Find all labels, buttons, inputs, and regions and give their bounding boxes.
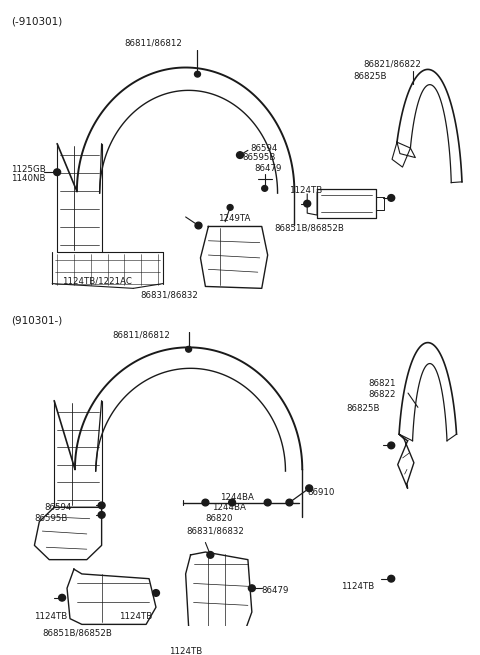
- Text: 86594: 86594: [44, 502, 72, 512]
- Text: 1124TB: 1124TB: [120, 612, 153, 621]
- Text: 86825B: 86825B: [347, 405, 380, 413]
- Text: 1124TB/1221AC: 1124TB/1221AC: [62, 277, 132, 286]
- Circle shape: [54, 169, 60, 176]
- Circle shape: [207, 552, 214, 558]
- Circle shape: [202, 499, 209, 506]
- Circle shape: [264, 499, 271, 506]
- Circle shape: [195, 222, 202, 229]
- Text: 86910: 86910: [307, 488, 335, 497]
- Circle shape: [237, 152, 243, 159]
- Text: 1124TB: 1124TB: [341, 582, 374, 591]
- Text: 86821/86822: 86821/86822: [363, 60, 421, 69]
- Text: 86831/86832: 86831/86832: [186, 527, 244, 535]
- Text: 86822: 86822: [369, 390, 396, 399]
- Text: 1244BA: 1244BA: [212, 502, 246, 512]
- Text: 86831/86832: 86831/86832: [140, 290, 198, 299]
- Text: (910301-): (910301-): [11, 315, 62, 325]
- Circle shape: [59, 594, 66, 601]
- Text: (-910301): (-910301): [11, 16, 62, 26]
- Text: 86851B/86852B: 86851B/86852B: [275, 223, 345, 233]
- Text: 86595B: 86595B: [35, 514, 68, 523]
- Text: 1125GB: 1125GB: [11, 164, 46, 174]
- Text: 1124TB: 1124TB: [169, 647, 202, 655]
- Circle shape: [388, 195, 395, 201]
- Circle shape: [262, 185, 268, 191]
- Text: 1140NB: 1140NB: [11, 174, 45, 183]
- Text: 86811/86812: 86811/86812: [124, 39, 182, 48]
- Circle shape: [207, 629, 214, 636]
- Text: 86479: 86479: [255, 164, 282, 173]
- Text: 86595B: 86595B: [242, 153, 276, 162]
- Text: 86820: 86820: [205, 514, 233, 523]
- Text: 1244BA: 1244BA: [220, 493, 254, 502]
- Circle shape: [388, 575, 395, 582]
- Circle shape: [228, 499, 236, 506]
- Circle shape: [98, 512, 105, 518]
- Circle shape: [194, 71, 201, 77]
- Text: 86821: 86821: [369, 379, 396, 388]
- Text: 1124TB: 1124TB: [35, 612, 68, 621]
- Circle shape: [98, 502, 105, 509]
- Circle shape: [388, 442, 395, 449]
- Circle shape: [306, 485, 312, 492]
- Text: 86594: 86594: [250, 143, 277, 153]
- Text: 86811/86812: 86811/86812: [112, 330, 170, 339]
- Text: 86479: 86479: [262, 586, 289, 595]
- Circle shape: [186, 346, 192, 352]
- Circle shape: [304, 200, 311, 207]
- Circle shape: [227, 204, 233, 210]
- Circle shape: [153, 590, 159, 596]
- Circle shape: [249, 585, 255, 591]
- Text: 1124TB: 1124TB: [289, 185, 323, 195]
- Text: 86851B/86852B: 86851B/86852B: [42, 628, 112, 637]
- Circle shape: [286, 499, 293, 506]
- Text: 1249TA: 1249TA: [218, 214, 251, 223]
- Text: 86825B: 86825B: [354, 72, 387, 81]
